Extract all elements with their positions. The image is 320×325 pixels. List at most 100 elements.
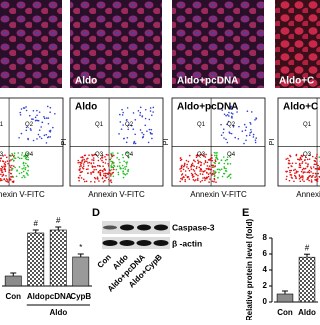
event-dot — [41, 121, 43, 123]
event-dot — [296, 154, 298, 156]
event-dot — [1, 168, 3, 170]
event-dot — [213, 166, 215, 168]
event-dot — [294, 172, 296, 174]
event-dot — [144, 125, 146, 127]
event-dot — [44, 118, 46, 120]
event-dot — [221, 168, 223, 170]
event-dot — [4, 154, 6, 156]
event-dot — [126, 166, 128, 168]
event-dot — [18, 137, 20, 139]
event-dot — [105, 173, 107, 175]
quadrant-label: Q1 — [303, 122, 312, 128]
event-dot — [91, 159, 93, 161]
event-dot — [25, 163, 27, 165]
event-dot — [197, 178, 199, 180]
event-dot — [80, 171, 82, 173]
event-dot — [111, 169, 113, 171]
event-dot — [225, 139, 227, 141]
event-dot — [4, 167, 6, 169]
event-dot — [13, 165, 15, 167]
event-dot — [310, 166, 312, 168]
event-dot — [120, 167, 122, 169]
event-dot — [36, 115, 38, 117]
event-dot — [209, 165, 211, 167]
event-dot — [23, 175, 25, 177]
x-tick-label: CypB — [70, 292, 91, 301]
event-dot — [105, 175, 107, 177]
band — [103, 226, 117, 230]
x-tick-label: Aldo — [298, 308, 316, 317]
event-dot — [27, 170, 29, 172]
event-dot — [196, 166, 198, 168]
event-dot — [111, 161, 113, 163]
event-dot — [11, 165, 13, 167]
event-dot — [100, 158, 102, 160]
event-dot — [13, 155, 15, 157]
event-dot — [122, 157, 124, 159]
event-dot — [296, 172, 298, 174]
event-dot — [11, 169, 13, 171]
event-dot — [213, 165, 215, 167]
event-dot — [288, 167, 290, 169]
event-dot — [48, 117, 50, 119]
bar — [73, 257, 89, 286]
event-dot — [48, 123, 50, 125]
event-dot — [225, 115, 227, 117]
event-dot — [38, 134, 40, 136]
event-dot — [88, 154, 90, 156]
quadrant-label: Q2 — [25, 122, 34, 128]
band — [120, 240, 135, 246]
event-dot — [78, 177, 80, 179]
event-dot — [27, 165, 29, 167]
band — [154, 225, 168, 231]
event-dot — [194, 170, 196, 172]
event-dot — [122, 171, 124, 173]
bar — [28, 233, 44, 286]
event-dot — [126, 163, 128, 165]
event-dot — [83, 178, 85, 180]
event-dot — [47, 106, 49, 108]
event-dot — [10, 173, 12, 175]
lane-label: Con — [96, 252, 113, 269]
event-dot — [90, 181, 92, 183]
event-dot — [255, 137, 257, 139]
event-dot — [185, 174, 187, 176]
event-dot — [49, 136, 51, 138]
event-dot — [98, 160, 100, 162]
event-dot — [122, 124, 124, 126]
event-dot — [193, 166, 195, 168]
event-dot — [211, 160, 213, 162]
band — [154, 240, 169, 246]
event-dot — [186, 164, 188, 166]
event-dot — [286, 178, 288, 180]
event-dot — [223, 173, 225, 175]
event-dot — [35, 119, 37, 121]
event-dot — [9, 165, 11, 167]
event-dot — [123, 138, 125, 140]
event-dot — [105, 169, 107, 171]
event-dot — [8, 171, 10, 173]
event-dot — [21, 154, 23, 156]
event-dot — [141, 116, 143, 118]
event-dot — [183, 169, 185, 171]
event-dot — [215, 159, 217, 161]
event-dot — [33, 110, 35, 112]
event-dot — [230, 177, 232, 179]
event-dot — [249, 132, 251, 134]
event-dot — [214, 155, 216, 157]
event-dot — [316, 154, 318, 156]
event-dot — [299, 178, 301, 180]
event-dot — [302, 169, 304, 171]
significance-marker: # — [56, 216, 61, 225]
event-dot — [193, 179, 195, 181]
event-dot — [116, 157, 118, 159]
event-dot — [215, 161, 217, 163]
event-dot — [121, 128, 123, 130]
event-dot — [301, 155, 303, 157]
event-dot — [207, 165, 209, 167]
event-dot — [210, 168, 212, 170]
event-dot — [102, 165, 104, 167]
event-dot — [37, 120, 39, 122]
event-dot — [54, 113, 56, 115]
